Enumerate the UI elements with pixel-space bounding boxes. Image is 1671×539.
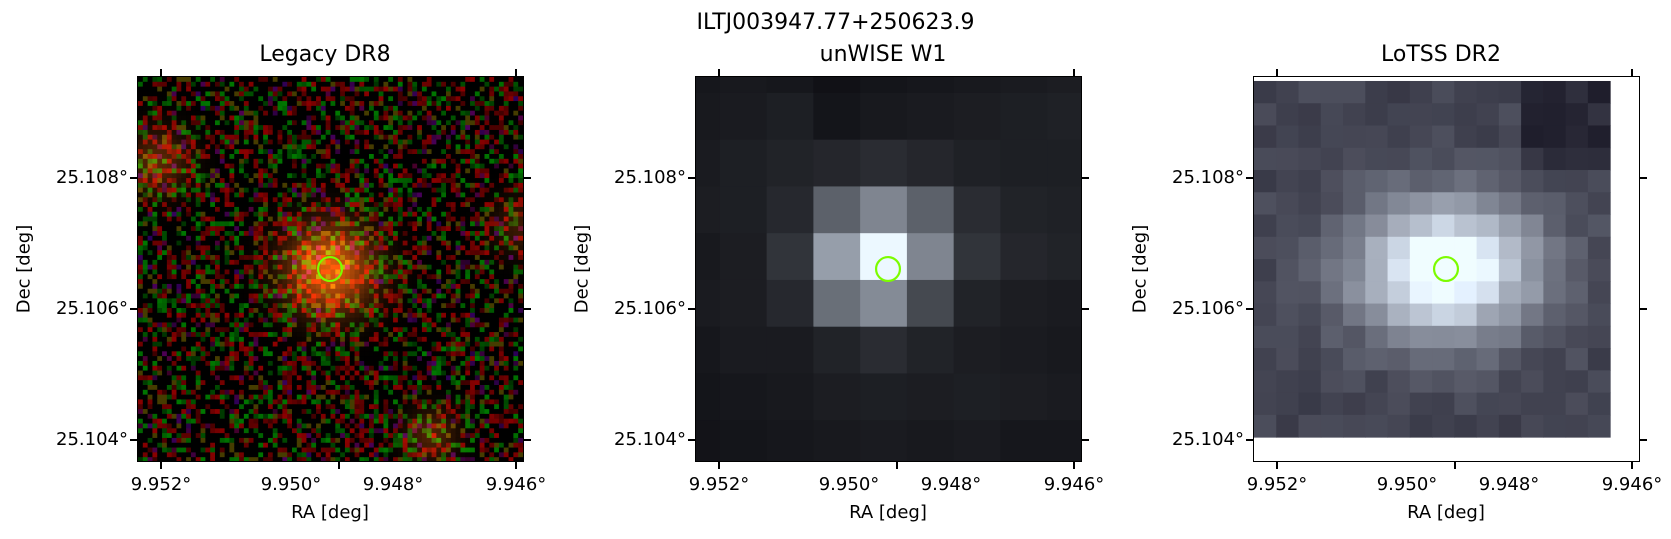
y-tick: [524, 308, 531, 310]
x-tick-label: 9.952°: [1246, 474, 1308, 495]
y-tick: [688, 308, 695, 310]
image-axes: [1253, 76, 1640, 462]
panel-title: unWISE W1: [819, 42, 947, 67]
y-tick-label: 25.104°: [56, 429, 128, 450]
y-tick: [1082, 177, 1089, 179]
x-axis-label: RA [deg]: [1407, 502, 1485, 523]
y-tick: [688, 439, 695, 441]
y-tick: [1246, 439, 1253, 441]
source-position-marker: [316, 255, 344, 283]
panel-legacy-dr8: Legacy DR8 9.952° 9.950° 9.948° 9.946° 2…: [0, 0, 547, 539]
y-tick: [524, 177, 531, 179]
y-tick: [1082, 439, 1089, 441]
y-tick-label: 25.108°: [614, 167, 686, 188]
x-tick: [338, 462, 340, 469]
x-tick-label: 9.948°: [1478, 474, 1540, 495]
x-tick-label: 9.946°: [1601, 474, 1663, 495]
x-tick-label: 9.946°: [485, 474, 547, 495]
source-position-marker: [874, 255, 902, 283]
x-tick: [1276, 462, 1278, 469]
x-tick: [1073, 462, 1075, 469]
y-tick: [1082, 308, 1089, 310]
x-tick: [896, 462, 898, 469]
x-axis-label: RA [deg]: [291, 502, 369, 523]
x-tick: [1454, 462, 1456, 469]
x-tick-label: 9.950°: [260, 474, 322, 495]
x-tick: [718, 462, 720, 469]
image-axes: [137, 76, 524, 462]
y-axis-label: Dec [deg]: [13, 224, 35, 314]
y-tick: [130, 308, 137, 310]
image-axes: [695, 76, 1082, 462]
y-axis-label: Dec [deg]: [571, 224, 593, 314]
unwise-w1-image: [696, 77, 1081, 461]
y-tick: [1640, 177, 1647, 179]
panel-title: LoTSS DR2: [1381, 42, 1501, 67]
x-tick: [160, 462, 162, 469]
x-tick: [1631, 69, 1633, 76]
y-tick: [688, 177, 695, 179]
y-tick-label: 25.106°: [1172, 298, 1244, 319]
x-tick: [160, 69, 162, 76]
y-tick: [1640, 439, 1647, 441]
x-tick-label: 9.950°: [818, 474, 880, 495]
x-axis-label: RA [deg]: [849, 502, 927, 523]
y-tick-label: 25.104°: [1172, 429, 1244, 450]
y-tick-label: 25.104°: [614, 429, 686, 450]
x-tick-label: 9.948°: [920, 474, 982, 495]
x-tick-label: 9.952°: [688, 474, 750, 495]
y-tick-label: 25.108°: [1172, 167, 1244, 188]
y-tick-label: 25.106°: [614, 298, 686, 319]
lotss-dr2-image: [1254, 77, 1639, 461]
y-tick: [1640, 308, 1647, 310]
y-tick: [1246, 308, 1253, 310]
panel-unwise-w1: unWISE W1 9.952° 9.950° 9.948° 9.946° 25…: [558, 0, 1105, 539]
y-tick: [130, 177, 137, 179]
y-tick: [1246, 177, 1253, 179]
legacy-dr8-image: [138, 77, 523, 461]
y-tick-label: 25.106°: [56, 298, 128, 319]
x-tick-label: 9.946°: [1043, 474, 1105, 495]
y-tick: [130, 439, 137, 441]
source-position-marker: [1432, 255, 1460, 283]
y-axis-label: Dec [deg]: [1129, 224, 1151, 314]
x-tick: [515, 462, 517, 469]
x-tick: [1276, 69, 1278, 76]
x-tick: [1073, 69, 1075, 76]
y-tick-label: 25.108°: [56, 167, 128, 188]
panel-title: Legacy DR8: [259, 42, 391, 67]
x-tick-label: 9.948°: [362, 474, 424, 495]
x-tick: [718, 69, 720, 76]
panel-lotss-dr2: LoTSS DR2 9.952° 9.950° 9.948° 9.946° 25…: [1116, 0, 1663, 539]
x-tick: [515, 69, 517, 76]
x-tick: [1631, 462, 1633, 469]
x-tick-label: 9.952°: [130, 474, 192, 495]
figure-title: ILTJ003947.77+250623.9: [696, 10, 975, 35]
x-tick-label: 9.950°: [1376, 474, 1438, 495]
y-tick: [524, 439, 531, 441]
